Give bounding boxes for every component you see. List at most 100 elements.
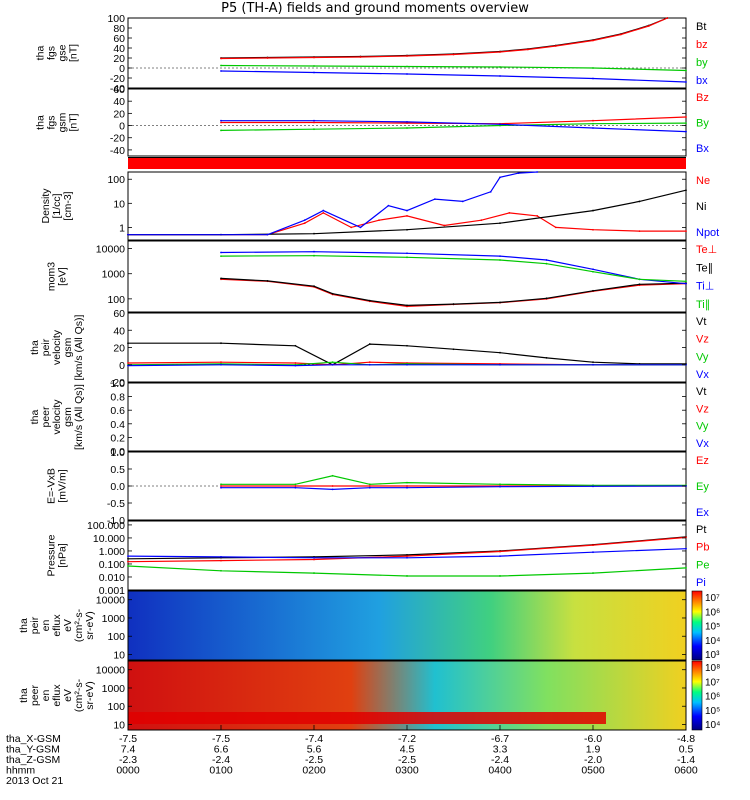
series-point bbox=[517, 172, 520, 175]
ephemeris-value: -6.0 bbox=[584, 733, 602, 745]
y-tick-label: 10 bbox=[113, 198, 125, 210]
series-point bbox=[592, 77, 594, 80]
legend-Vt: Vt bbox=[696, 386, 706, 398]
series-line bbox=[220, 70, 687, 83]
series-point bbox=[266, 279, 269, 282]
series-point bbox=[303, 222, 306, 225]
series-point bbox=[406, 73, 408, 75]
y-axis-label: [mV/m] bbox=[57, 469, 69, 502]
series-line bbox=[128, 342, 686, 366]
y-tick-label: 0.010 bbox=[99, 572, 125, 584]
y-tick-label: 60 bbox=[113, 84, 125, 96]
series-point bbox=[499, 75, 501, 77]
y-tick-label: 80 bbox=[113, 23, 125, 35]
ephemeris-value: 1.9 bbox=[586, 744, 601, 756]
y-tick-label: 1.0 bbox=[110, 378, 125, 390]
y-axis-label: [nT] bbox=[68, 113, 80, 131]
series-point bbox=[406, 304, 408, 307]
ephemeris-value: -7.5 bbox=[212, 733, 230, 745]
y-axis-label: Pressure bbox=[46, 534, 58, 576]
series-point bbox=[592, 551, 594, 554]
series-point bbox=[685, 230, 687, 233]
legend-Te∥: Te∥ bbox=[696, 262, 713, 274]
series-point bbox=[313, 285, 315, 288]
y-axis-label: gsm bbox=[62, 337, 74, 357]
legend-Ni: Ni bbox=[696, 201, 706, 213]
ephemeris-value: 0300 bbox=[395, 765, 419, 777]
y-tick-label: 1000 bbox=[102, 683, 126, 695]
series-point bbox=[554, 45, 557, 47]
quality-flag-bar bbox=[128, 158, 686, 169]
series-point bbox=[536, 215, 539, 217]
series-point bbox=[220, 64, 222, 67]
y-axis-label: mom3 bbox=[46, 262, 58, 291]
y-tick-label: 60 bbox=[113, 33, 125, 45]
series-point bbox=[545, 356, 548, 359]
series-point bbox=[368, 361, 371, 364]
y-axis-label: gse bbox=[57, 44, 69, 61]
y-tick-label: 60 bbox=[113, 308, 125, 320]
series-point bbox=[499, 222, 501, 225]
ephemeris-label-tha_Y-GSM: tha_Y-GSM bbox=[6, 744, 60, 756]
series-point bbox=[434, 198, 436, 200]
series-point bbox=[303, 219, 306, 222]
series-point bbox=[368, 299, 371, 302]
panel-frame bbox=[127, 17, 687, 89]
series-point bbox=[368, 343, 371, 345]
series-point bbox=[592, 127, 594, 129]
y-axis-label: eflux bbox=[51, 684, 63, 707]
series-point bbox=[685, 547, 687, 550]
series-line bbox=[221, 485, 687, 491]
series-point bbox=[294, 362, 297, 364]
series-point bbox=[313, 232, 315, 235]
series-point bbox=[127, 364, 129, 367]
series-point bbox=[499, 483, 501, 486]
series-point bbox=[378, 219, 380, 222]
series-line bbox=[221, 120, 687, 133]
y-axis-label: [km/s (All Qs)] bbox=[73, 384, 85, 450]
series-point bbox=[331, 363, 334, 366]
y-axis-label: fgs bbox=[46, 115, 58, 129]
series-point bbox=[313, 558, 315, 561]
y-axis-label: tha bbox=[18, 688, 30, 703]
legend-Bt: Bt bbox=[696, 21, 706, 33]
y-axis-label: peir bbox=[29, 616, 41, 634]
colorbar-label: 10⁵ bbox=[705, 706, 720, 717]
ephemeris-value: 4.5 bbox=[400, 744, 415, 756]
y-tick-label: 0.0 bbox=[110, 446, 125, 458]
y-tick-label: -20 bbox=[110, 377, 125, 389]
series-line bbox=[221, 475, 686, 486]
y-axis-label: peer bbox=[40, 406, 52, 428]
ephemeris-value: 0200 bbox=[302, 765, 326, 777]
series-point bbox=[499, 485, 501, 488]
series-point bbox=[406, 575, 408, 577]
y-axis-label: sr-eV) bbox=[84, 611, 96, 640]
colorbar-label: 10⁴ bbox=[705, 636, 720, 647]
y-tick-label: 10000 bbox=[96, 665, 125, 677]
y-tick-label: -20 bbox=[110, 73, 125, 85]
series-point bbox=[592, 485, 594, 488]
legend-Ti∥: Ti∥ bbox=[696, 299, 710, 311]
series-point bbox=[294, 483, 297, 486]
y-tick-label: 100 bbox=[107, 631, 125, 643]
y-axis-label: velocity bbox=[51, 329, 63, 365]
series-point bbox=[666, 17, 669, 19]
series-point bbox=[499, 301, 501, 304]
colorbar-label: 10⁷ bbox=[705, 593, 720, 604]
series-point bbox=[220, 483, 222, 486]
series-point bbox=[536, 171, 539, 173]
series-point bbox=[406, 481, 408, 484]
series-point bbox=[313, 128, 315, 131]
y-tick-label: 20 bbox=[113, 53, 125, 65]
series-line bbox=[220, 64, 687, 72]
ephemeris-value: 0000 bbox=[116, 765, 140, 777]
panel-frame bbox=[127, 240, 687, 313]
series-point bbox=[592, 270, 594, 273]
ephemeris-value: -2.4 bbox=[212, 754, 230, 766]
y-tick-label: -20 bbox=[110, 133, 125, 145]
series-point bbox=[685, 280, 687, 283]
series-point bbox=[452, 303, 455, 305]
series-point bbox=[331, 292, 334, 295]
y-axis-label: Density bbox=[40, 188, 52, 224]
